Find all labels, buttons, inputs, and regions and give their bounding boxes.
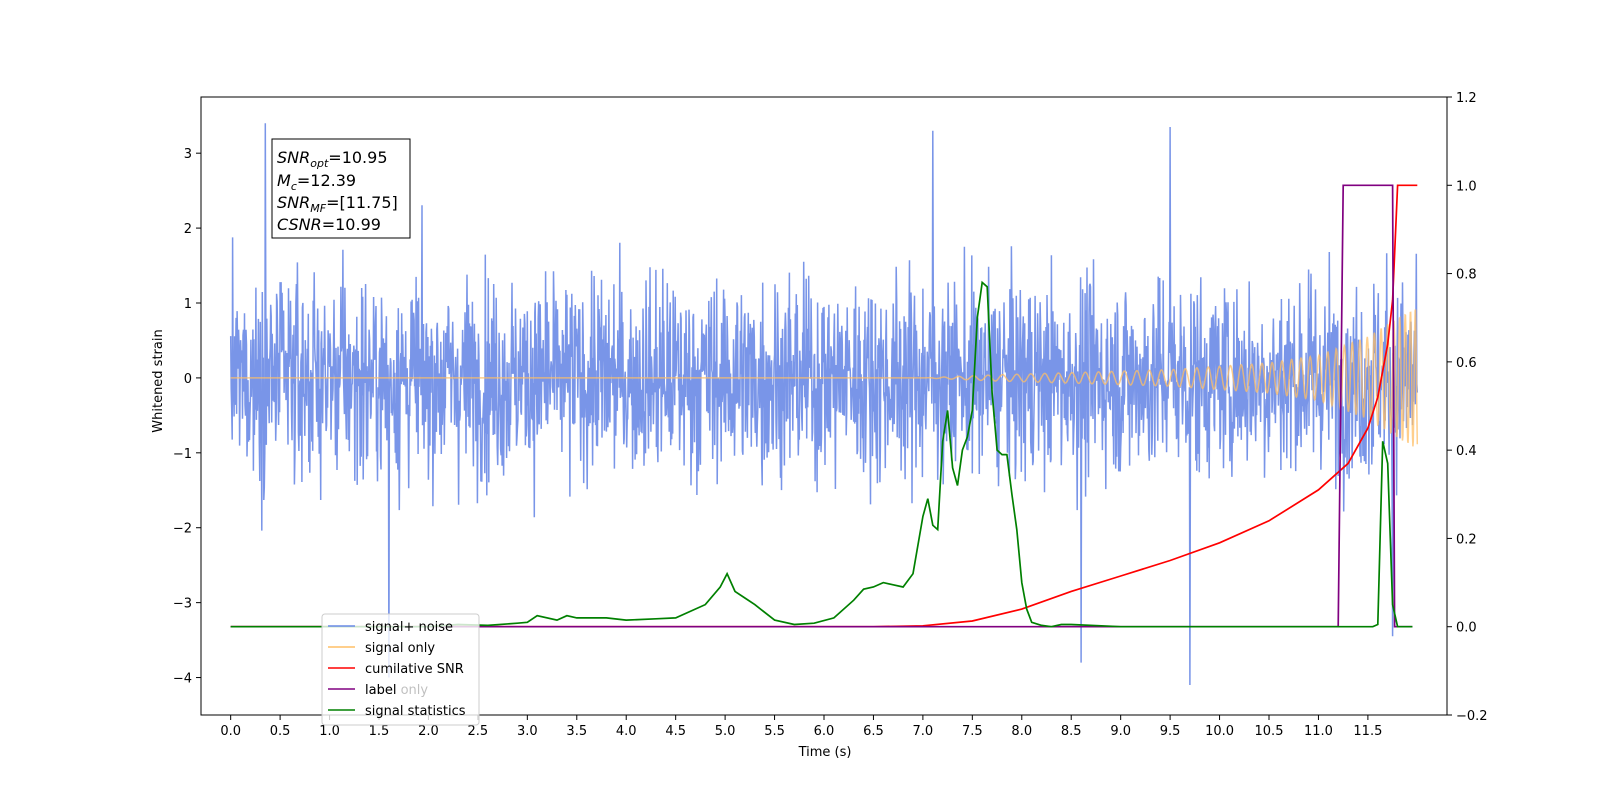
x-tick-label: 10.0 [1205,724,1234,739]
legend-label-cumulative-snr: cumilative SNR [365,662,464,677]
series-signal-only-line [230,309,1419,447]
x-tick-label: 8.5 [1061,724,1082,739]
x-tick-label: 0.5 [270,724,291,739]
x-tick-label: 7.5 [962,724,983,739]
x-tick-label: 7.0 [913,724,934,739]
x-tick-label: 6.5 [863,724,884,739]
legend-label-signal-statistics: signal statistics [365,704,466,719]
x-tick-label: 4.5 [665,724,686,739]
legend-frame [321,613,480,726]
x-tick-label: 5.5 [764,724,785,739]
x-tick-label: 3.0 [517,724,538,739]
y-left-tick-label: −2 [173,522,192,537]
y-left-tick-label: 3 [184,147,192,162]
y-right-tick-label: 0.8 [1456,268,1477,283]
x-tick-label: 5.0 [715,724,736,739]
legend-entry-cumulative-snr: cumilative SNR [328,662,464,677]
annotation-box: SNRopt=10.95 Mc=12.39 SNRMF=[11.75] CSNR… [271,138,411,239]
annotation-mc: Mc=12.39 [277,171,356,193]
x-tick-label: 6.0 [814,724,835,739]
x-tick-label: 10.5 [1255,724,1284,739]
y-right-tick-label: 0.4 [1456,444,1477,459]
x-tick-label: 1.0 [319,724,340,739]
series-signal-statistics-line [230,280,1413,628]
legend-label-signal-only: signal only [365,641,435,656]
annotation-snr-opt: SNRopt=10.95 [277,148,388,170]
legend-label-label: label [365,683,396,698]
legend-entry-signal-only: signal only [328,641,435,656]
legend-label-signal-noise: signal+ noise [365,620,453,635]
y-right-tick-label: 0.2 [1456,532,1477,547]
series-signal-noise-line [229,123,1419,686]
x-tick-label: 0.0 [220,724,241,739]
x-tick-label: 11.0 [1304,724,1333,739]
y-left-tick-label: 0 [184,372,192,387]
y-left-tick-label: −1 [173,447,192,462]
y-left-tick-label: 1 [184,297,192,312]
y-right-tick-label: 0.6 [1456,356,1477,371]
legend: signal+ noise signal only cumilative SNR… [321,613,480,726]
x-tick-label: 8.0 [1011,724,1032,739]
y-left-tick-label: −4 [173,672,192,687]
x-tick-label: 4.0 [616,724,637,739]
y-axis-label: Whitened strain [151,329,166,432]
x-tick-label: 1.5 [369,724,390,739]
x-tick-label: 9.0 [1110,724,1131,739]
x-tick-label: 11.5 [1353,724,1382,739]
y-right-tick-label: 1.0 [1456,179,1477,194]
x-tick-label: 9.5 [1160,724,1181,739]
legend-entry-label: label only label [328,683,428,698]
annotation-csnr: CSNR=10.99 [277,215,381,234]
x-tick-label: 2.0 [418,724,439,739]
legend-entry-signal-noise: signal+ noise [328,620,453,635]
plot-area [229,123,1419,686]
annotation-snr-mf: SNRMF=[11.75] [277,193,398,215]
legend-label-label-only-ghost: label only [365,683,428,698]
series-cumilative-snr-line [230,184,1418,628]
y-left-tick-label: 2 [184,222,192,237]
x-tick-label: 2.5 [468,724,489,739]
legend-entry-signal-statistics: signal statistics [328,704,466,719]
x-axis-label: Time (s) [798,745,852,760]
y-right-tick-label: −0.2 [1456,709,1488,724]
x-tick-label: 3.5 [566,724,587,739]
y-left-tick-label: −3 [173,597,192,612]
y-right-tick-label: 1.2 [1456,91,1477,106]
annotation-frame [271,138,411,239]
y-right-tick-label: 0.0 [1456,621,1477,636]
axes: 0.0 0.5 1.0 1.5 2.0 2.5 3.0 3.5 4.0 4.5 5.0 5.5 6.0 6… [173,91,1488,739]
